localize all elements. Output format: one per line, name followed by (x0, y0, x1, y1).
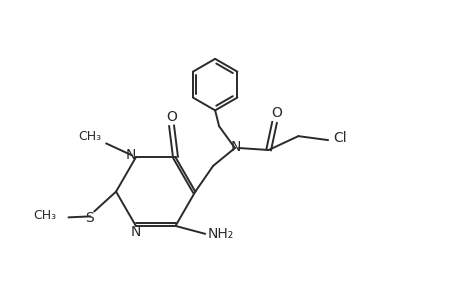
Text: Cl: Cl (332, 131, 346, 145)
Text: O: O (166, 110, 177, 124)
Text: O: O (270, 106, 281, 120)
Text: N: N (125, 148, 136, 162)
Text: N: N (230, 140, 241, 154)
Text: S: S (85, 212, 94, 225)
Text: N: N (130, 225, 141, 239)
Text: CH₃: CH₃ (78, 130, 101, 143)
Text: NH₂: NH₂ (207, 227, 234, 241)
Text: CH₃: CH₃ (34, 209, 56, 222)
